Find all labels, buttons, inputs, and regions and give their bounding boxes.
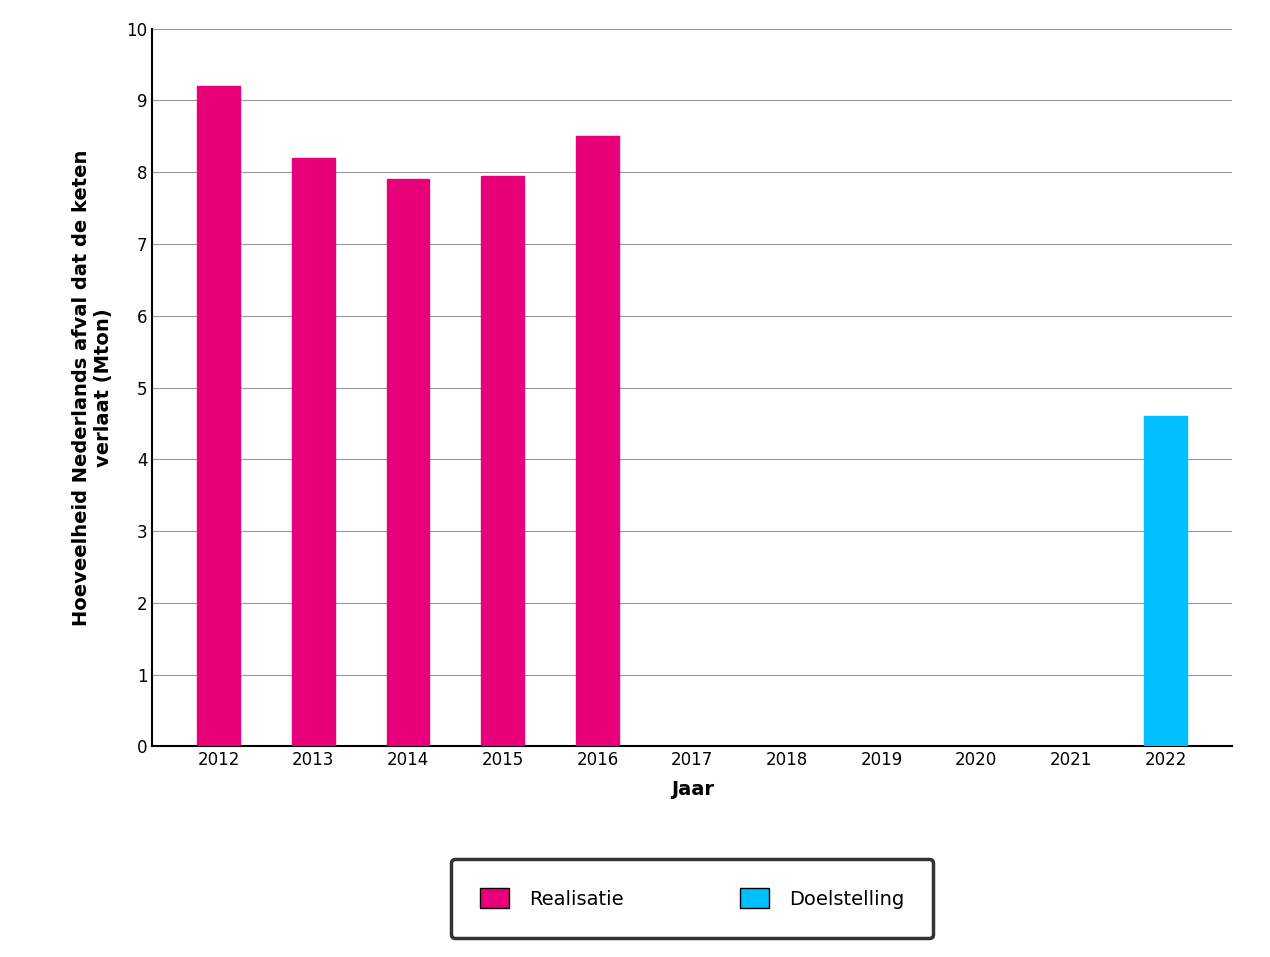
X-axis label: Jaar: Jaar [671, 780, 714, 799]
Bar [481, 176, 525, 746]
Bar [197, 86, 240, 746]
Bar [292, 158, 335, 746]
Bar [387, 179, 429, 746]
Bar [577, 136, 618, 746]
Bar [1144, 416, 1187, 746]
Y-axis label: Hoeveelheid Nederlands afval dat de keten
verlaat (Mton): Hoeveelheid Nederlands afval dat de kete… [71, 149, 113, 626]
Legend: Realisatie, Doelstelling: Realisatie, Doelstelling [451, 858, 933, 938]
